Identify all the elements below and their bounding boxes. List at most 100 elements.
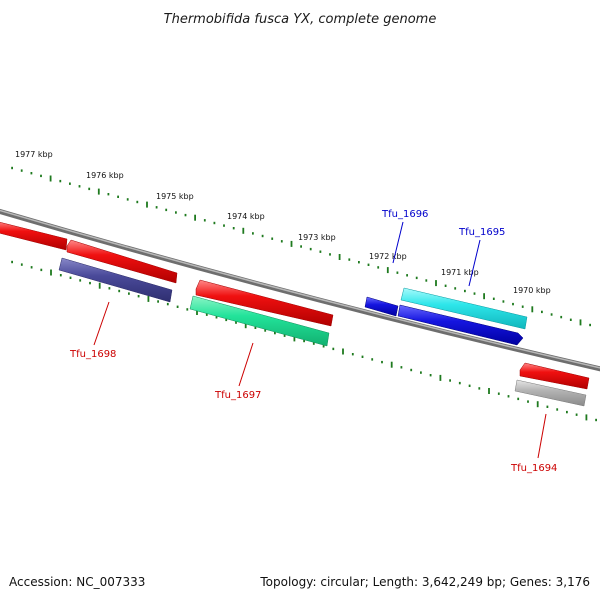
scale-tick-upper [454,287,457,290]
scale-tick-upper [175,211,177,214]
gene-box-tfu-1697 [189,295,330,347]
features [0,221,590,407]
scale-tick-lower [585,414,588,421]
scale-tick-lower [458,381,461,385]
scale-tick-upper [223,224,225,227]
scale-tick-upper [444,284,447,287]
scale-tick-upper [49,175,52,182]
scale-tick-lower [507,395,510,398]
scale-tick-lower [381,360,383,364]
scale-tick-upper [20,169,23,172]
scale-tick-upper [213,221,216,225]
scale-tick-lower [332,347,335,351]
scale-tick-upper [280,240,283,243]
scale-tick-lower [264,329,267,332]
scale-tick-lower [361,355,364,358]
gene-label-tfu-1695[interactable]: Tfu_1695 [458,227,505,238]
cds-arrow-1694 [519,362,590,390]
scale-tick-lower [196,309,198,315]
leader-line-tfu-1698 [93,301,110,346]
scale-tick-lower [20,263,23,266]
scale-tick-upper [69,182,71,185]
scale-tick-upper [78,185,81,188]
scale-label-1974: 1974 kbp [227,212,265,221]
scale-tick-lower [322,345,325,348]
scale-tick-upper [377,266,380,269]
scale-tick-lower [98,282,101,289]
scale-tick-lower [274,331,276,335]
scale-tick-upper [97,188,100,195]
scale-tick-lower [517,397,520,401]
scale-tick-lower [449,379,451,382]
scale-tick-upper [396,271,399,274]
scale-tick-lower [147,295,150,302]
scale-tick-upper [242,227,245,234]
scale-tick-upper [521,305,524,308]
scale-label-1976: 1976 kbp [86,171,124,180]
scale-tick-upper [348,258,351,261]
scale-tick-upper [367,263,370,266]
map-title: Thermobifida fusca YX, complete genome [164,12,437,27]
scale-tick-lower [79,279,82,282]
scale-label-1973: 1973 kbp [298,233,336,242]
gene-label-tfu-1697[interactable]: Tfu_1697 [214,390,261,401]
scale-tick-lower [400,366,403,369]
scale-tick-lower [283,334,286,337]
scale-tick-lower [312,342,315,345]
gene-arrow-tfu-1695 [397,304,524,346]
scale-tick-lower [488,388,490,394]
scale-tick-lower [40,268,43,272]
scale-label-1975: 1975 kbp [156,192,194,201]
scale-tick-lower [59,274,62,277]
scale-tick-upper [541,310,543,314]
scale-tick-upper [425,279,428,282]
scale-tick-upper [560,315,563,319]
scale-tick-lower [410,368,413,372]
scale-tick-upper [203,219,206,222]
scale-tick-upper [569,318,572,321]
leader-line-tfu-1694 [537,413,547,459]
scale-tick-lower [497,392,500,395]
scale-label-1972: 1972 kbp [369,252,407,261]
scale-tick-lower [575,413,578,416]
gene-box-tfu-1698 [58,257,173,303]
gene-label-tfu-1696[interactable]: Tfu_1696 [381,209,428,220]
gene-label-tfu-1698[interactable]: Tfu_1698 [69,349,116,360]
scale-tick-upper [502,300,505,303]
scale-tick-lower [390,361,393,368]
genome-backbone [0,208,600,372]
scale-tick-upper [136,200,139,204]
scale-tick-lower [11,260,13,264]
leader-line-tfu-1697 [238,342,254,387]
scale-tick-lower [468,384,471,387]
scale-tick-lower [566,410,568,414]
scale-tick-upper [40,174,42,178]
scale-tick-lower [420,371,422,374]
scale-label-1971: 1971 kbp [441,268,479,277]
scale-tick-lower [342,348,344,355]
scale-tick-upper [512,302,514,306]
scale-tick-upper [59,179,62,183]
gene-box-tfu-1695 [400,287,528,330]
scale-tick-lower [351,353,354,356]
scale-tick-lower [137,295,140,298]
scale-tick-lower [225,318,228,322]
scale-tick-upper [107,193,110,196]
scale-tick-upper [406,274,408,277]
scale-tick-lower [429,374,432,377]
scale-tick-lower [69,276,72,279]
scale-tick-upper [126,198,129,201]
scale-tick-lower [186,308,189,311]
scale-tick-lower [235,321,237,324]
scale-tick-lower [546,405,549,408]
gene-box-tfu-1694 [514,379,587,407]
scale-tick-lower [595,418,597,422]
scale-tick-lower [89,281,91,285]
gene-label-tfu-1694[interactable]: Tfu_1694 [510,463,557,474]
scale-tick-upper [309,247,312,251]
scale-tick-upper [88,187,91,191]
scale-tick-lower [478,387,481,390]
scale-tick-upper [579,319,582,326]
scale-tick-upper [492,297,495,300]
